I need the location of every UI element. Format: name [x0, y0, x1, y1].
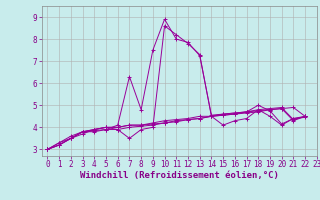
X-axis label: Windchill (Refroidissement éolien,°C): Windchill (Refroidissement éolien,°C): [80, 171, 279, 180]
